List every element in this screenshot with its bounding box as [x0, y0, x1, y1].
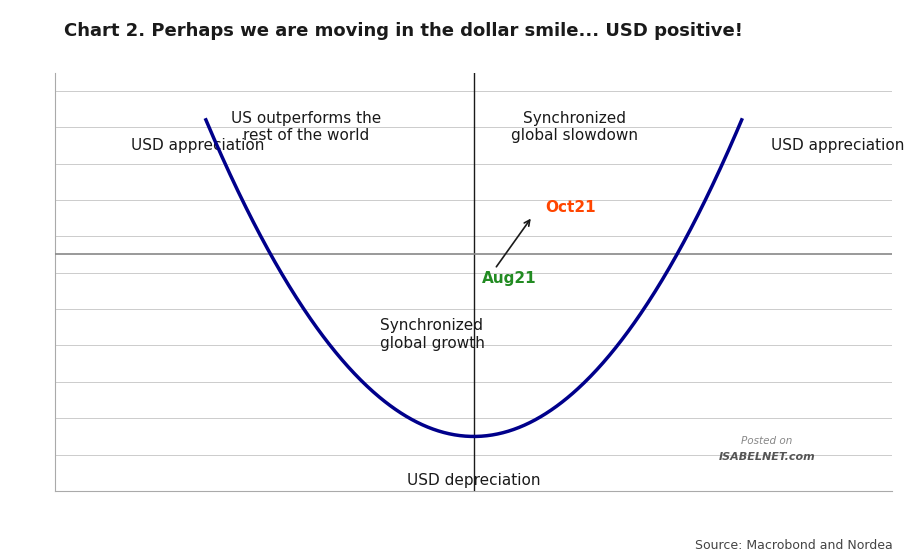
- Text: Oct21: Oct21: [544, 200, 595, 215]
- Text: US outperforms the
rest of the world: US outperforms the rest of the world: [231, 111, 381, 143]
- Text: Synchronized
global slowdown: Synchronized global slowdown: [510, 111, 637, 143]
- Text: USD appreciation: USD appreciation: [130, 138, 264, 153]
- Text: USD depreciation: USD depreciation: [406, 473, 540, 488]
- Text: USD appreciation: USD appreciation: [770, 138, 903, 153]
- Text: Source: Macrobond and Nordea: Source: Macrobond and Nordea: [694, 540, 891, 552]
- Text: Synchronized
global growth: Synchronized global growth: [380, 319, 483, 351]
- Text: Aug21: Aug21: [482, 271, 536, 286]
- Text: ISABELNET.com: ISABELNET.com: [718, 452, 814, 462]
- Text: Posted on: Posted on: [741, 436, 791, 445]
- Text: Chart 2. Perhaps we are moving in the dollar smile... USD positive!: Chart 2. Perhaps we are moving in the do…: [64, 22, 743, 40]
